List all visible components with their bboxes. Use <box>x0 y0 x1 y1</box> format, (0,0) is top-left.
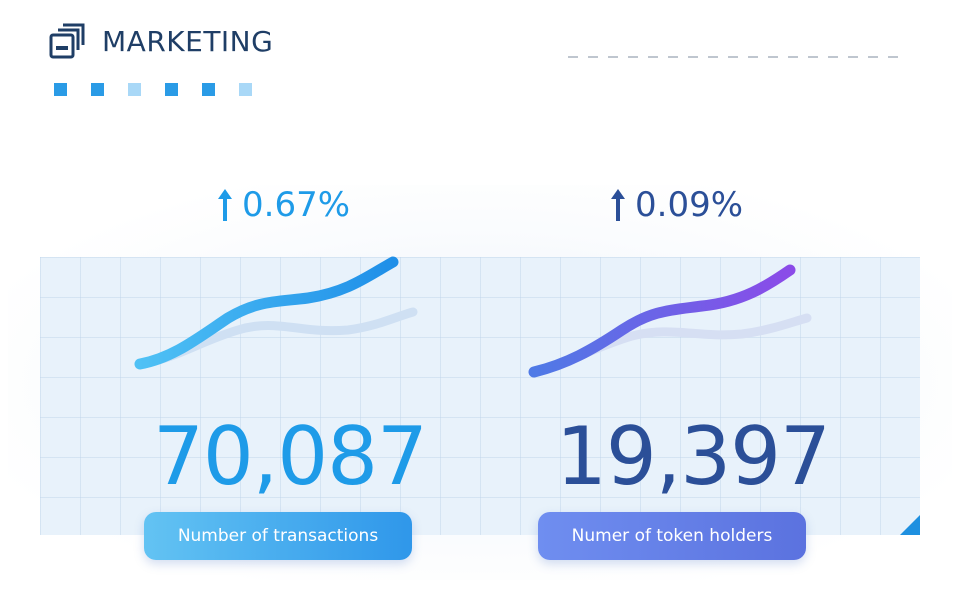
decor-square <box>54 83 67 96</box>
decor-square <box>91 83 104 96</box>
transactions-trend-shadow <box>135 307 418 369</box>
transactions-growth-value: 0.67% <box>242 185 351 225</box>
decorative-squares <box>54 83 276 96</box>
token-holders-label: Numer of token holders <box>538 512 806 560</box>
token-holders-growth: 0.09% <box>609 185 743 225</box>
token-holders-trend-line <box>528 264 796 378</box>
transactions-trend-line <box>134 256 399 370</box>
transactions-value: 70,087 <box>153 410 428 503</box>
token-holders-trend-shadow <box>529 313 812 377</box>
decor-square <box>128 83 141 96</box>
section-header: MARKETING <box>48 22 273 60</box>
token-holders-value: 19,397 <box>556 410 831 503</box>
stacked-windows-icon <box>49 23 85 59</box>
arrow-up-icon <box>611 189 625 221</box>
decor-square <box>239 83 252 96</box>
transactions-growth: 0.67% <box>216 185 350 225</box>
stats-panel <box>40 257 920 535</box>
arrow-up-icon <box>218 189 232 221</box>
decor-square <box>165 83 178 96</box>
transactions-sparkline <box>134 256 418 370</box>
corner-accent <box>900 515 920 535</box>
decor-square <box>202 83 215 96</box>
token-holders-sparkline <box>528 264 812 378</box>
dashed-divider <box>568 56 908 58</box>
page-title: MARKETING <box>102 24 274 58</box>
transactions-label: Number of transactions <box>144 512 412 560</box>
token-holders-growth-value: 0.09% <box>635 185 744 225</box>
